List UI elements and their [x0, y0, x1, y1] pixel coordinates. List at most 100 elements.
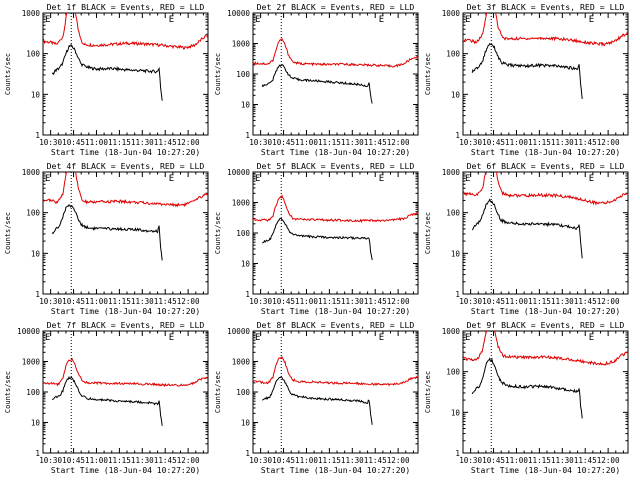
y-tick-label: 1	[245, 131, 250, 140]
y-tick-label: 100	[236, 388, 250, 397]
x-tick-label: 10:45	[272, 138, 295, 147]
x-tick-label: 10:45	[272, 297, 295, 306]
panel-title: Det 4f BLACK = Events, RED = LLD	[47, 161, 205, 171]
events-series-line	[471, 198, 583, 259]
x-tick-label: 11:30	[341, 456, 364, 465]
x-tick-label: 10:30	[459, 456, 482, 465]
panel-title: Det 5f BLACK = Events, RED = LLD	[257, 161, 415, 171]
events-series-line	[51, 375, 163, 426]
x-axis-label: Start Time (18-Jun-04 10:27:20)	[471, 148, 620, 157]
x-tick-label: 11:00	[295, 138, 318, 147]
x-tick-label: 11:15	[108, 297, 131, 306]
x-tick-label: 11:45	[574, 297, 597, 306]
x-tick-label: 11:15	[528, 297, 551, 306]
panel-title: Det 6f BLACK = Events, RED = LLD	[467, 161, 625, 171]
x-tick-label: 11:45	[364, 456, 387, 465]
x-axis-label: Start Time (18-Jun-04 10:27:20)	[261, 307, 410, 316]
e-marker: E	[379, 333, 384, 343]
x-tick-label: 11:30	[131, 297, 154, 306]
panel-det-7f: Det 7f BLACK = Events, RED = LLD Counts/s…	[4, 320, 209, 475]
e-marker: E	[169, 15, 174, 25]
x-tick-label: 11:30	[131, 456, 154, 465]
x-tick-label: 12:00	[387, 297, 410, 306]
x-tick-label: 10:30	[39, 456, 62, 465]
e-marker: E	[589, 333, 594, 343]
x-tick-label: 12:00	[387, 138, 410, 147]
x-tick-label: 11:30	[551, 138, 574, 147]
x-tick-label: 11:00	[85, 456, 108, 465]
y-tick-label: 1	[455, 131, 460, 140]
series-group	[463, 172, 628, 259]
e-marker: E	[379, 15, 384, 25]
x-tick-label: 10:30	[459, 297, 482, 306]
y-tick-label: 1000	[442, 327, 461, 336]
x-axis-label: Start Time (18-Jun-04 10:27:20)	[471, 466, 620, 475]
e-marker: E	[589, 15, 594, 25]
y-tick-label: 10	[31, 419, 41, 428]
y-tick-label: 10	[241, 419, 251, 428]
y-tick-label: 100	[26, 50, 40, 59]
e-marker: E	[465, 15, 470, 25]
x-axis-label: Start Time (18-Jun-04 10:27:20)	[51, 148, 200, 157]
plot-frame	[42, 171, 209, 295]
series-group	[463, 331, 628, 419]
x-tick-label: 11:30	[341, 297, 364, 306]
events-series-line	[51, 44, 163, 101]
plot-frame	[42, 12, 209, 136]
y-axis-label: Counts/sec	[424, 212, 432, 254]
plot-frame	[252, 12, 419, 136]
panel-title: Det 8f BLACK = Events, RED = LLD	[257, 320, 415, 330]
panel-det-4f: Det 4f BLACK = Events, RED = LLD Counts/s…	[4, 161, 209, 316]
y-axis-label: Counts/sec	[4, 212, 12, 254]
x-tick-label: 11:45	[364, 297, 387, 306]
plot-frame	[462, 330, 629, 454]
plot-frame	[42, 330, 209, 454]
x-tick-label: 11:45	[364, 138, 387, 147]
lld-series-line	[253, 356, 418, 387]
e-marker: E	[255, 15, 260, 25]
x-tick-label: 11:15	[528, 456, 551, 465]
x-tick-label: 11:45	[154, 138, 177, 147]
events-series-line	[261, 64, 373, 104]
series-group	[43, 13, 208, 101]
y-tick-label: 100	[236, 70, 250, 79]
series-group	[43, 357, 208, 426]
x-tick-label: 11:45	[574, 456, 597, 465]
x-tick-label: 11:00	[505, 138, 528, 147]
y-tick-label: 1	[455, 290, 460, 299]
y-tick-label: 1	[245, 449, 250, 458]
lld-series-line	[253, 194, 418, 224]
e-marker: E	[45, 333, 50, 343]
x-tick-label: 10:30	[249, 456, 272, 465]
x-tick-label: 11:00	[505, 456, 528, 465]
x-tick-label: 11:00	[85, 297, 108, 306]
y-tick-label: 100	[236, 229, 250, 238]
series-group	[253, 38, 418, 104]
x-tick-label: 11:00	[295, 456, 318, 465]
x-tick-label: 12:00	[177, 456, 200, 465]
y-tick-label: 1000	[232, 199, 251, 208]
y-tick-label: 100	[446, 209, 460, 218]
y-tick-label: 1	[35, 290, 40, 299]
e-marker: E	[169, 174, 174, 184]
lld-series-line	[463, 172, 628, 206]
x-tick-label: 10:45	[482, 138, 505, 147]
y-tick-label: 10	[241, 101, 251, 110]
y-tick-label: 1000	[22, 9, 41, 18]
y-axis-label: Counts/sec	[424, 53, 432, 95]
y-tick-label: 1000	[442, 168, 461, 177]
x-tick-label: 11:30	[551, 456, 574, 465]
e-marker: E	[169, 333, 174, 343]
y-tick-label: 10	[451, 90, 461, 99]
y-axis-label: Counts/sec	[4, 53, 12, 95]
x-tick-label: 11:15	[108, 456, 131, 465]
series-group	[463, 13, 628, 100]
y-tick-label: 1	[35, 449, 40, 458]
y-tick-label: 10000	[227, 327, 250, 336]
x-tick-label: 11:00	[295, 297, 318, 306]
x-tick-label: 10:30	[39, 297, 62, 306]
y-tick-label: 1	[35, 131, 40, 140]
e-marker: E	[255, 174, 260, 184]
y-tick-label: 100	[446, 368, 460, 377]
